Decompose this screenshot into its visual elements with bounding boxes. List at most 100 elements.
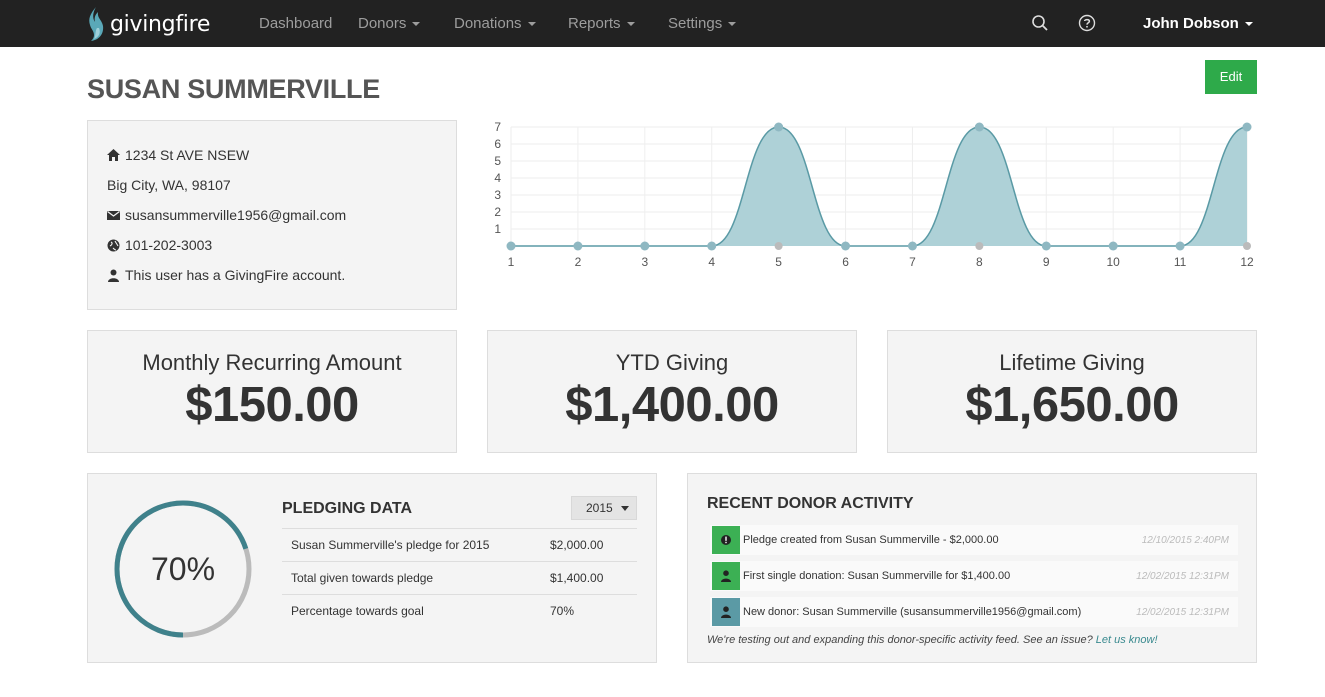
pledge-row-value: $2,000.00 — [550, 528, 637, 562]
stat-monthly-recurring: Monthly Recurring Amount $150.00 — [87, 330, 457, 453]
activity-item[interactable]: First single donation: Susan Summerville… — [710, 561, 1238, 591]
x-tick-label: 9 — [1043, 255, 1050, 269]
x-tick-label: 5 — [775, 255, 782, 269]
stat-label: Lifetime Giving — [999, 350, 1145, 375]
y-tick-label: 3 — [494, 188, 501, 202]
top-navbar: givingfire Dashboard Donors Donations Re… — [0, 0, 1325, 47]
caret-down-icon — [1244, 22, 1253, 27]
y-tick-label: 4 — [494, 171, 501, 185]
data-point[interactable] — [1175, 241, 1185, 251]
caret-down-icon — [621, 506, 629, 511]
x-tick-label: 11 — [1174, 255, 1187, 269]
pledge-row-label: Susan Summerville's pledge for 2015 — [282, 528, 550, 562]
page-title: SUSAN SUMMERVILLE — [87, 74, 380, 104]
activity-text: Pledge created from Susan Summerville - … — [743, 534, 999, 546]
pledge-row-label: Percentage towards goal — [282, 594, 550, 628]
table-row: Susan Summerville's pledge for 2015 $2,0… — [282, 528, 637, 562]
series-line — [511, 126, 1248, 247]
pledge-row-value: $1,400.00 — [550, 561, 637, 595]
year-select-value: 2015 — [586, 501, 613, 515]
address-line: 1234 St AVE NSEW — [107, 147, 249, 163]
let-us-know-link[interactable]: Let us know! — [1095, 634, 1158, 646]
brand-logo[interactable]: givingfire — [86, 6, 210, 42]
home-icon — [107, 149, 120, 161]
brand-name: givingfire — [110, 11, 211, 37]
data-point[interactable] — [774, 122, 784, 132]
stat-ytd-giving: YTD Giving $1,400.00 — [487, 330, 857, 453]
nav-donations[interactable]: Donations — [454, 0, 536, 47]
envelope-icon — [107, 210, 120, 220]
caret-down-icon — [527, 22, 536, 27]
secondary-data-point[interactable] — [975, 242, 984, 250]
secondary-data-point[interactable] — [774, 242, 783, 250]
x-tick-label: 1 — [508, 255, 515, 269]
contact-panel: 1234 St AVE NSEW Big City, WA, 98107 sus… — [87, 120, 457, 310]
user-name: John Dobson — [1143, 15, 1239, 32]
nav-settings[interactable]: Settings — [668, 0, 737, 47]
phone-line: 101-202-3003 — [107, 237, 212, 253]
data-point[interactable] — [506, 241, 516, 251]
user-icon — [712, 598, 740, 626]
phone-text: 101-202-3003 — [125, 237, 213, 253]
search-icon[interactable] — [1031, 14, 1049, 32]
pledge-row-value: 70% — [550, 594, 637, 628]
x-tick-label: 2 — [575, 255, 582, 269]
nav-donations-label: Donations — [454, 15, 522, 32]
caret-down-icon — [412, 22, 421, 27]
user-icon — [108, 269, 119, 282]
data-point[interactable] — [1108, 241, 1118, 251]
help-icon[interactable] — [1078, 14, 1096, 32]
ring-progress — [114, 500, 252, 638]
stat-lifetime-giving: Lifetime Giving $1,650.00 — [887, 330, 1257, 453]
stat-value: $150.00 — [185, 378, 359, 432]
x-tick-label: 10 — [1107, 255, 1121, 269]
data-point[interactable] — [841, 241, 851, 251]
x-tick-label: 12 — [1240, 255, 1254, 269]
pledge-percent: 70% — [150, 551, 216, 587]
pledge-title: PLEDGING DATA — [282, 500, 413, 517]
stat-value: $1,400.00 — [565, 378, 779, 432]
activity-item[interactable]: New donor: Susan Summerville (susansumme… — [710, 597, 1238, 627]
nav-dashboard[interactable]: Dashboard — [259, 0, 332, 47]
data-point[interactable] — [573, 241, 583, 251]
account-text: This user has a GivingFire account. — [125, 267, 346, 283]
activity-note-text: We're testing out and expanding this don… — [707, 634, 1093, 646]
data-point[interactable] — [1041, 241, 1051, 251]
series-area — [511, 127, 1247, 246]
y-tick-label: 6 — [494, 137, 501, 151]
nav-settings-label: Settings — [668, 15, 723, 32]
activity-item[interactable]: Pledge created from Susan Summerville - … — [710, 525, 1238, 555]
user-menu[interactable]: John Dobson — [1143, 0, 1253, 47]
nav-donors-label: Donors — [358, 15, 407, 32]
data-point[interactable] — [974, 122, 984, 132]
stat-value: $1,650.00 — [965, 378, 1179, 432]
activity-time: 12/02/2015 12:31PM — [1136, 606, 1229, 618]
data-point[interactable] — [707, 241, 717, 251]
activity-note: We're testing out and expanding this don… — [707, 634, 1158, 646]
exclamation-icon — [712, 526, 740, 554]
data-point[interactable] — [907, 241, 917, 251]
edit-button[interactable]: Edit — [1205, 60, 1257, 94]
address-city: Big City, WA, 98107 — [107, 177, 231, 193]
x-tick-label: 6 — [842, 255, 849, 269]
y-tick-label: 7 — [494, 120, 501, 134]
user-icon — [712, 562, 740, 590]
email-text[interactable]: susansummerville1956@gmail.com — [125, 207, 347, 223]
nav-reports[interactable]: Reports — [568, 0, 635, 47]
nav-donors[interactable]: Donors — [358, 0, 421, 47]
activity-text: New donor: Susan Summerville (susansumme… — [743, 606, 1082, 618]
activity-text: First single donation: Susan Summerville… — [743, 570, 1011, 582]
activity-time: 12/10/2015 2:40PM — [1141, 534, 1229, 546]
year-select[interactable]: 2015 — [571, 496, 637, 520]
secondary-data-point[interactable] — [1243, 242, 1251, 250]
globe-icon — [107, 239, 120, 251]
activity-title: RECENT DONOR ACTIVITY — [707, 495, 914, 512]
data-point[interactable] — [1242, 122, 1252, 132]
x-tick-label: 8 — [976, 255, 983, 269]
data-point[interactable] — [640, 241, 650, 251]
pledge-row-label: Total given towards pledge — [282, 561, 550, 595]
pledge-panel: 70% PLEDGING DATA 2015 Susan Summerville… — [87, 473, 657, 663]
y-tick-label: 2 — [494, 205, 501, 219]
activity-panel: RECENT DONOR ACTIVITY Pledge created fro… — [687, 473, 1257, 663]
